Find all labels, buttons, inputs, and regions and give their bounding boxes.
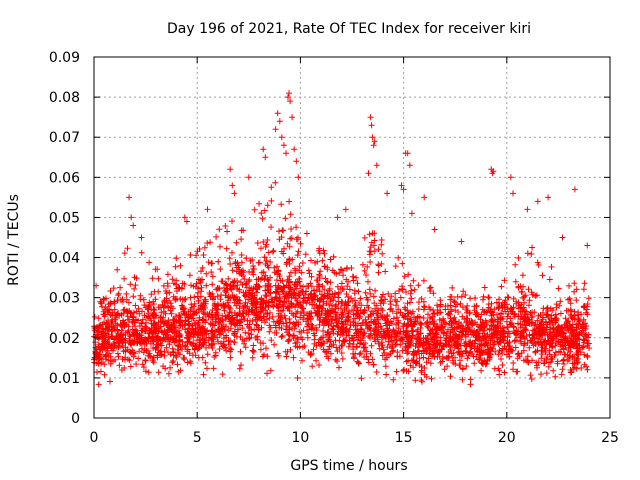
y-tick-label: 0.06	[49, 170, 80, 186]
x-tick-label: 20	[498, 430, 516, 446]
y-tick-label: 0.07	[49, 130, 80, 146]
y-tick-label: 0.05	[49, 210, 80, 226]
x-tick-label: 15	[395, 430, 413, 446]
y-tick-label: 0.08	[49, 90, 80, 106]
y-tick-label: 0.02	[49, 331, 80, 347]
y-tick-label: 0.04	[49, 251, 80, 267]
data-points	[91, 90, 593, 388]
x-axis-label: GPS time / hours	[290, 458, 407, 474]
point-markers	[91, 90, 593, 388]
x-tick-label: 25	[601, 430, 619, 446]
y-tick-label: 0.01	[49, 371, 80, 387]
x-tick-label: 10	[291, 430, 309, 446]
y-axis-label: ROTI / TECUs	[6, 194, 22, 286]
axis-ticks	[93, 56, 611, 419]
chart-title: Day 196 of 2021, Rate Of TEC Index for r…	[167, 21, 531, 37]
plot-frame	[93, 56, 611, 419]
y-tick-label: 0	[71, 411, 80, 427]
grid	[94, 57, 610, 418]
y-tick-label: 0.03	[49, 291, 80, 307]
y-tick-label: 0.09	[49, 50, 80, 66]
x-tick-labels: 0 5 10 15 20 25	[90, 430, 619, 446]
x-tick-label: 0	[90, 430, 99, 446]
y-tick-labels: 0 0.01 0.02 0.03 0.04 0.05 0.06 0.07 0.08 0.09	[49, 50, 80, 427]
x-tick-label: 5	[193, 430, 202, 446]
